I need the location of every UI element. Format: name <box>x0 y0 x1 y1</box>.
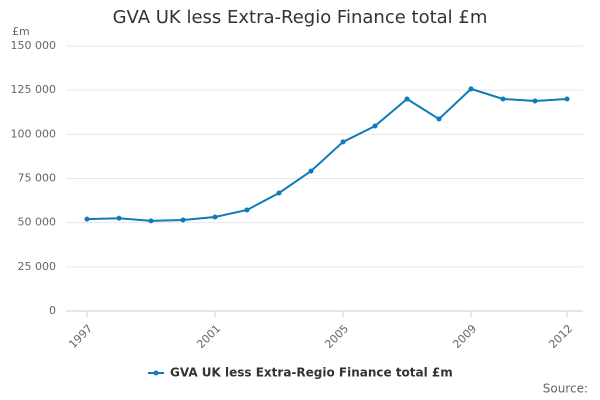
y-tick-label: 50 000 <box>18 216 57 229</box>
y-tick-label: 100 000 <box>11 127 57 140</box>
chart-title: GVA UK less Extra-Regio Finance total £m <box>113 7 488 28</box>
point <box>148 218 154 224</box>
series-line <box>86 87 568 222</box>
point <box>180 217 186 223</box>
point <box>116 215 122 221</box>
point <box>212 214 218 220</box>
x-tick-label: 2012 <box>546 322 575 351</box>
point <box>372 123 378 129</box>
legend-label: GVA UK less Extra-Regio Finance total £m <box>170 366 453 380</box>
point <box>276 190 282 196</box>
y-tick-label: 0 <box>49 304 56 317</box>
point <box>468 86 474 92</box>
point <box>436 116 442 122</box>
x-tick-label: 2009 <box>450 322 479 351</box>
point <box>84 216 90 222</box>
y-tick-label: 75 000 <box>18 172 57 185</box>
y-tick-label: 125 000 <box>11 83 57 96</box>
x-tick-label: 1997 <box>66 322 95 351</box>
point <box>244 207 250 213</box>
x-tick-label: 2005 <box>322 322 351 351</box>
point <box>340 139 346 145</box>
x-tick-label: 2001 <box>194 322 223 351</box>
legend-marker <box>153 370 159 376</box>
source: Source: <box>543 382 588 396</box>
point <box>404 96 410 102</box>
point <box>564 96 570 102</box>
y-tick-label: 25 000 <box>18 260 57 273</box>
point <box>532 98 538 104</box>
point <box>308 168 314 174</box>
y-tick-label: 150 000 <box>11 39 57 52</box>
point <box>500 96 506 102</box>
y-axis-label: £m <box>12 25 30 38</box>
